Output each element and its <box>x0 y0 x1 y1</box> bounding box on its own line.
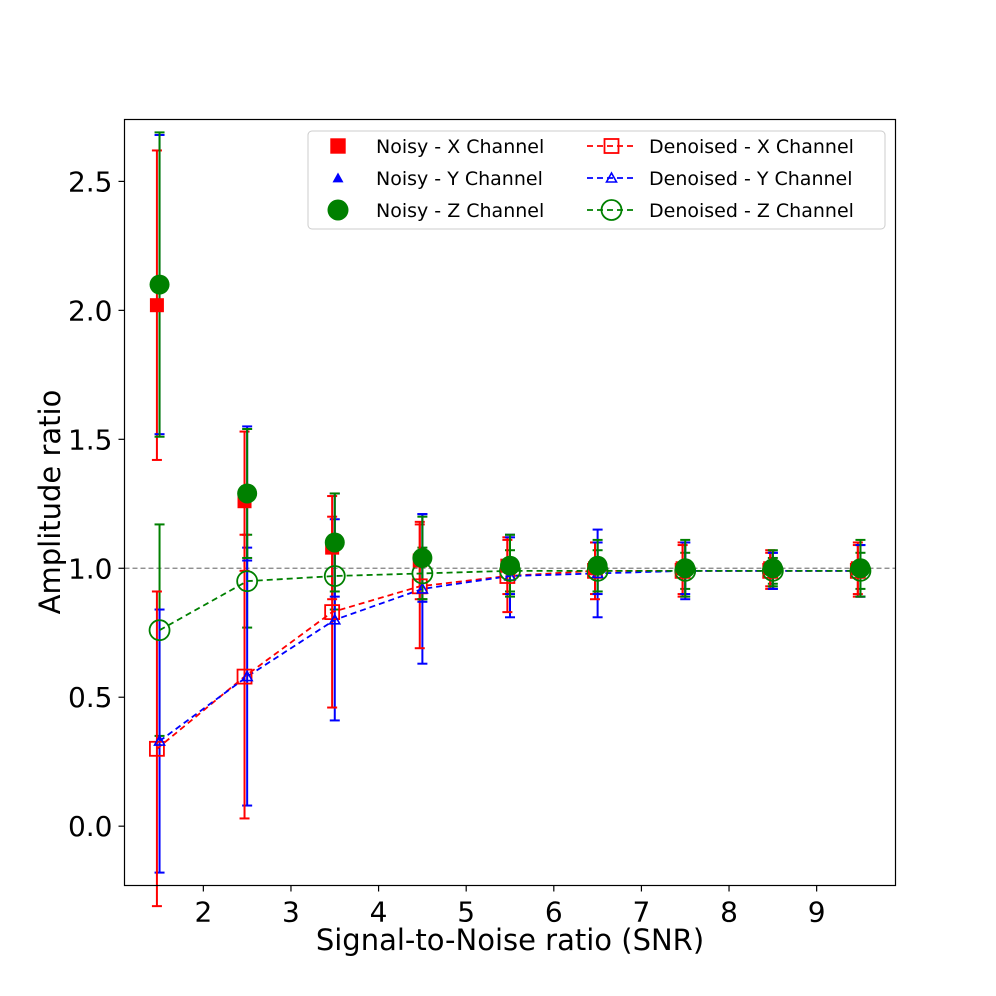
data-point <box>587 555 608 576</box>
data-point <box>416 582 429 594</box>
x-tick-label: 4 <box>370 896 388 929</box>
legend-marker <box>327 199 349 221</box>
data-point <box>236 668 253 685</box>
data-point <box>149 298 164 313</box>
legend-marker <box>605 171 618 183</box>
data-point <box>148 619 171 642</box>
data-point <box>328 613 342 625</box>
legend-label: Noisy - Y Channel <box>376 168 543 190</box>
x-tick-label: 8 <box>720 896 738 929</box>
legend-label: Noisy - Z Channel <box>376 200 544 222</box>
x-tick-label: 3 <box>282 896 300 929</box>
y-tick-label: 0.5 <box>68 681 113 714</box>
data-point <box>412 547 433 568</box>
legend-marker <box>600 199 623 221</box>
data-point <box>850 558 871 579</box>
legend-box <box>307 130 886 230</box>
data-point <box>149 274 170 295</box>
data-point <box>323 565 346 587</box>
legend-marker <box>332 172 344 183</box>
points-noisy-z-channel <box>149 274 871 579</box>
y-tick-label: 0.0 <box>68 810 113 843</box>
data-point <box>675 558 696 579</box>
data-point <box>762 558 783 579</box>
axes: 2 3 4 5 6 7 8 9 0.0 0.5 1.0 1.5 2.0 2.5 <box>68 165 826 928</box>
legend-item-denoised-y-channel: Denoised - Y Channel <box>587 168 853 190</box>
line-denoised-y-channel <box>159 569 861 742</box>
legend-item-noisy-y-channel: Noisy - Y Channel <box>332 168 543 190</box>
legend-label: Denoised - Z Channel <box>649 200 854 222</box>
legend-marker <box>603 138 620 154</box>
legend-label: Noisy - X Channel <box>376 136 544 158</box>
y-tick-label: 2.0 <box>68 294 113 327</box>
data-point <box>153 734 166 746</box>
x-tick-label: 7 <box>633 896 651 929</box>
y-tick-label: 1.0 <box>68 552 113 585</box>
legend-item-denoised-z-channel: Denoised - Z Channel <box>587 199 854 222</box>
x-tick-label: 5 <box>457 896 475 929</box>
legend-item-noisy-z-channel: Noisy - Z Channel <box>327 199 544 222</box>
y-axis-label: Amplitude ratio <box>33 390 67 615</box>
data-point <box>240 669 254 682</box>
legend-item-noisy-x-channel: Noisy - X Channel <box>330 136 544 158</box>
legend-marker <box>330 138 346 154</box>
plot-frame <box>123 118 897 887</box>
x-axis-label: Signal-to-Noise ratio (SNR) <box>316 923 704 957</box>
x-tick-label: 2 <box>194 896 212 929</box>
data-point <box>324 532 345 553</box>
data-point <box>500 555 520 576</box>
legend: Noisy - X Channel Noisy - Y Channel Noisy … <box>307 130 886 230</box>
data-point <box>237 483 258 504</box>
y-tick-label: 2.5 <box>68 165 113 198</box>
x-tick-label: 9 <box>808 896 826 929</box>
plot-area <box>124 131 896 908</box>
legend-label: Denoised - Y Channel <box>649 168 853 190</box>
legend-label: Denoised - X Channel <box>649 136 854 158</box>
legend-item-denoised-x-channel: Denoised - X Channel <box>587 136 854 158</box>
data-point <box>236 570 259 593</box>
y-tick-label: 1.5 <box>68 423 113 456</box>
x-tick-label: 6 <box>545 896 563 929</box>
